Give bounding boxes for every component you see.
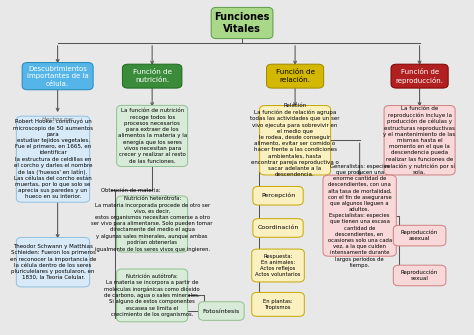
FancyBboxPatch shape (252, 249, 304, 282)
FancyBboxPatch shape (22, 63, 93, 90)
Text: Fotosíntesis: Fotosíntesis (203, 309, 240, 314)
Text: Robert Hooke: construyó un
microscopio de 50 aumentos
para
estudiar tejidos vege: Robert Hooke: construyó un microscopio d… (13, 119, 93, 199)
Text: Percepción: Percepción (261, 193, 295, 199)
Text: Funciones
Vitales: Funciones Vitales (214, 12, 270, 34)
FancyBboxPatch shape (266, 64, 324, 88)
FancyBboxPatch shape (117, 269, 188, 322)
Text: Reproducción
asexual: Reproducción asexual (401, 230, 438, 242)
Text: Función de
reproducción.: Función de reproducción. (396, 69, 444, 83)
Text: Theodor Schwann y Matthias
Schleiden: Fueron los primeros
en reconocer la import: Theodor Schwann y Matthias Schleiden: Fu… (10, 244, 96, 280)
Text: Función de
relación.: Función de relación. (275, 69, 315, 83)
Text: La función de nutrición
recoge todos los
procesos necesarios
para extraer de los: La función de nutrición recoge todos los… (118, 108, 187, 163)
FancyBboxPatch shape (391, 64, 448, 88)
Text: Relación
La función de relación agrupa
todas las actividades que un ser
vivo eje: Relación La función de relación agrupa t… (250, 103, 340, 177)
FancyBboxPatch shape (393, 265, 446, 286)
Text: Nutrición autótrofa:
La materia se incorpora a partir de
moléculas inorgánicas c: Nutrición autótrofa: La materia se incor… (104, 274, 200, 317)
FancyBboxPatch shape (252, 292, 304, 316)
FancyBboxPatch shape (393, 225, 446, 246)
FancyBboxPatch shape (199, 302, 244, 320)
FancyBboxPatch shape (117, 106, 188, 166)
FancyBboxPatch shape (323, 175, 396, 256)
Text: Función de
nutrición.: Función de nutrición. (133, 69, 172, 83)
Text: Reproducción
sexual: Reproducción sexual (401, 270, 438, 281)
Text: Descubrimientos
importantes de la
célula.: Descubrimientos importantes de la célula… (27, 66, 89, 87)
FancyBboxPatch shape (253, 187, 303, 205)
Text: Nutrición heterótrofa:
La materia incorporada procede de otro ser
vivo, es decir: Nutrición heterótrofa: La materia incorp… (91, 196, 213, 252)
FancyBboxPatch shape (211, 7, 273, 39)
FancyBboxPatch shape (117, 196, 188, 252)
Text: Obtención de materia:: Obtención de materia: (101, 188, 160, 193)
FancyBboxPatch shape (17, 116, 90, 202)
Text: En plantas:
Tropismos: En plantas: Tropismos (263, 299, 293, 310)
FancyBboxPatch shape (253, 219, 303, 237)
Text: Generalistas: especies
que producen una
enorme cantidad de
descendientes, con un: Generalistas: especies que producen una … (328, 163, 392, 268)
Text: Coordinación: Coordinación (257, 225, 299, 230)
Text: Respuesta:
En animales:
Actos reflejos
Actos voluntarios: Respuesta: En animales: Actos reflejos A… (255, 254, 301, 277)
FancyBboxPatch shape (384, 106, 455, 175)
FancyBboxPatch shape (122, 64, 182, 88)
Text: La función de
reproducción incluye la
producción de células y
estructuras reprod: La función de reproducción incluye la pr… (383, 106, 456, 175)
Text: Hechos por: Hechos por (42, 118, 73, 123)
FancyBboxPatch shape (260, 106, 330, 175)
FancyBboxPatch shape (17, 238, 90, 287)
